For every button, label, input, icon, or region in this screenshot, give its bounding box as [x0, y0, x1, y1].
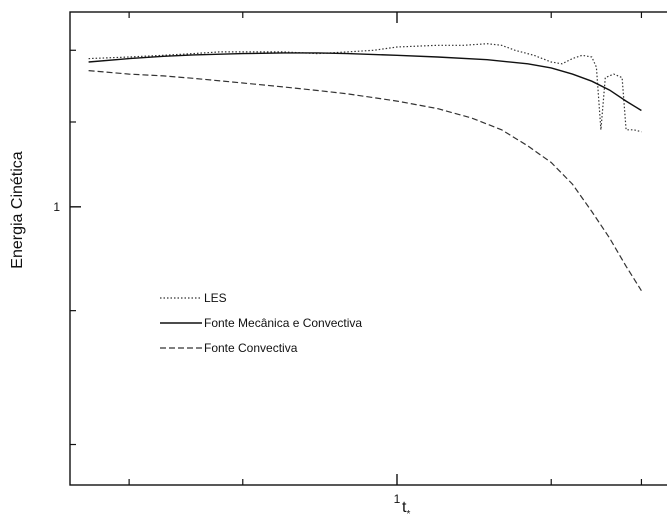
legend-label-1: LES — [204, 291, 227, 305]
legend-label-3: Fonte Convectiva — [204, 341, 298, 355]
y-tick-label: 1 — [53, 200, 60, 214]
series-lines — [88, 43, 642, 292]
major-ticks: 11 — [53, 12, 401, 506]
x-axis-title: t* — [402, 499, 410, 520]
series-line-3 — [88, 70, 642, 292]
minor-ticks — [70, 12, 643, 485]
x-tick-label: 1 — [394, 492, 401, 506]
x-axis-title-main: t — [402, 499, 407, 516]
legend: LES Fonte Mecânica e Convectiva Fonte Conv… — [160, 291, 362, 355]
series-line-1 — [88, 43, 642, 133]
series-line-2 — [88, 52, 642, 112]
x-axis-title-sub: * — [406, 509, 410, 520]
legend-label-2: Fonte Mecânica e Convectiva — [204, 316, 362, 330]
plot-frame — [69, 11, 667, 486]
y-axis-title: Energia Cinética — [9, 151, 26, 269]
